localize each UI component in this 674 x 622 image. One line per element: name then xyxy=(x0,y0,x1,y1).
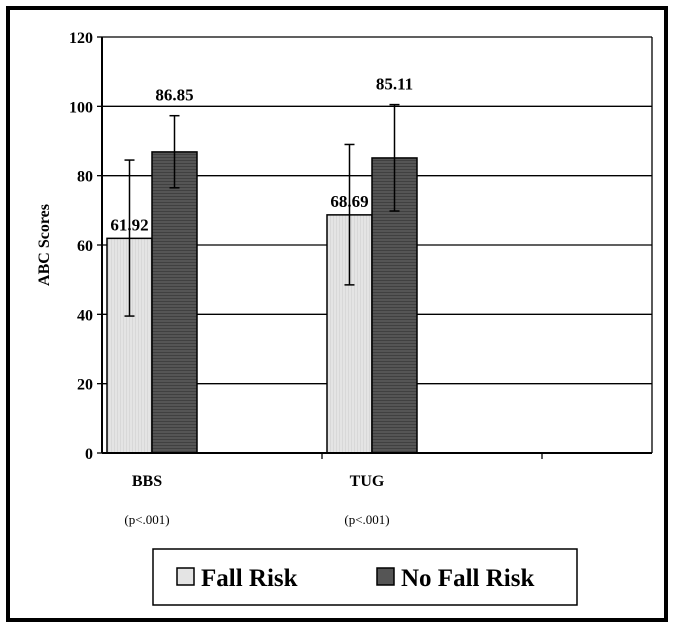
legend-swatch-no-fall-risk xyxy=(376,567,395,586)
data-label: 85.11 xyxy=(376,75,413,94)
bars xyxy=(106,103,418,454)
data-label: 68.69 xyxy=(330,192,368,211)
labels: 0 20 40 60 80 100 120 61.92 86.85 BBS (p<.001) 68.6… xyxy=(69,30,413,527)
category-label-bbs: BBS xyxy=(132,473,162,490)
y-tick-label: 0 xyxy=(85,446,93,463)
category-label-tug: TUG xyxy=(350,473,385,490)
legend-label-no-fall-risk: No Fall Risk xyxy=(401,565,534,592)
y-tick-label: 100 xyxy=(69,99,93,116)
y-tick-label: 120 xyxy=(69,30,93,47)
data-label: 86.85 xyxy=(155,86,193,105)
y-tick-label: 20 xyxy=(77,377,93,394)
y-axis-title: ABC Scores xyxy=(36,204,53,286)
y-tick-label: 40 xyxy=(77,307,93,324)
legend-label-fall-risk: Fall Risk xyxy=(201,565,298,592)
axes xyxy=(97,36,653,459)
p-value-label: (p<.001) xyxy=(124,512,169,527)
p-value-label: (p<.001) xyxy=(344,512,389,527)
y-tick-label: 80 xyxy=(77,169,93,186)
y-tick-label: 60 xyxy=(77,238,93,255)
legend: Fall Risk No Fall Risk xyxy=(152,548,578,606)
data-label: 61.92 xyxy=(110,215,148,234)
bar-no-fall-risk-bbs xyxy=(151,151,198,454)
legend-box xyxy=(152,548,578,606)
legend-swatch-fall-risk xyxy=(176,567,195,586)
